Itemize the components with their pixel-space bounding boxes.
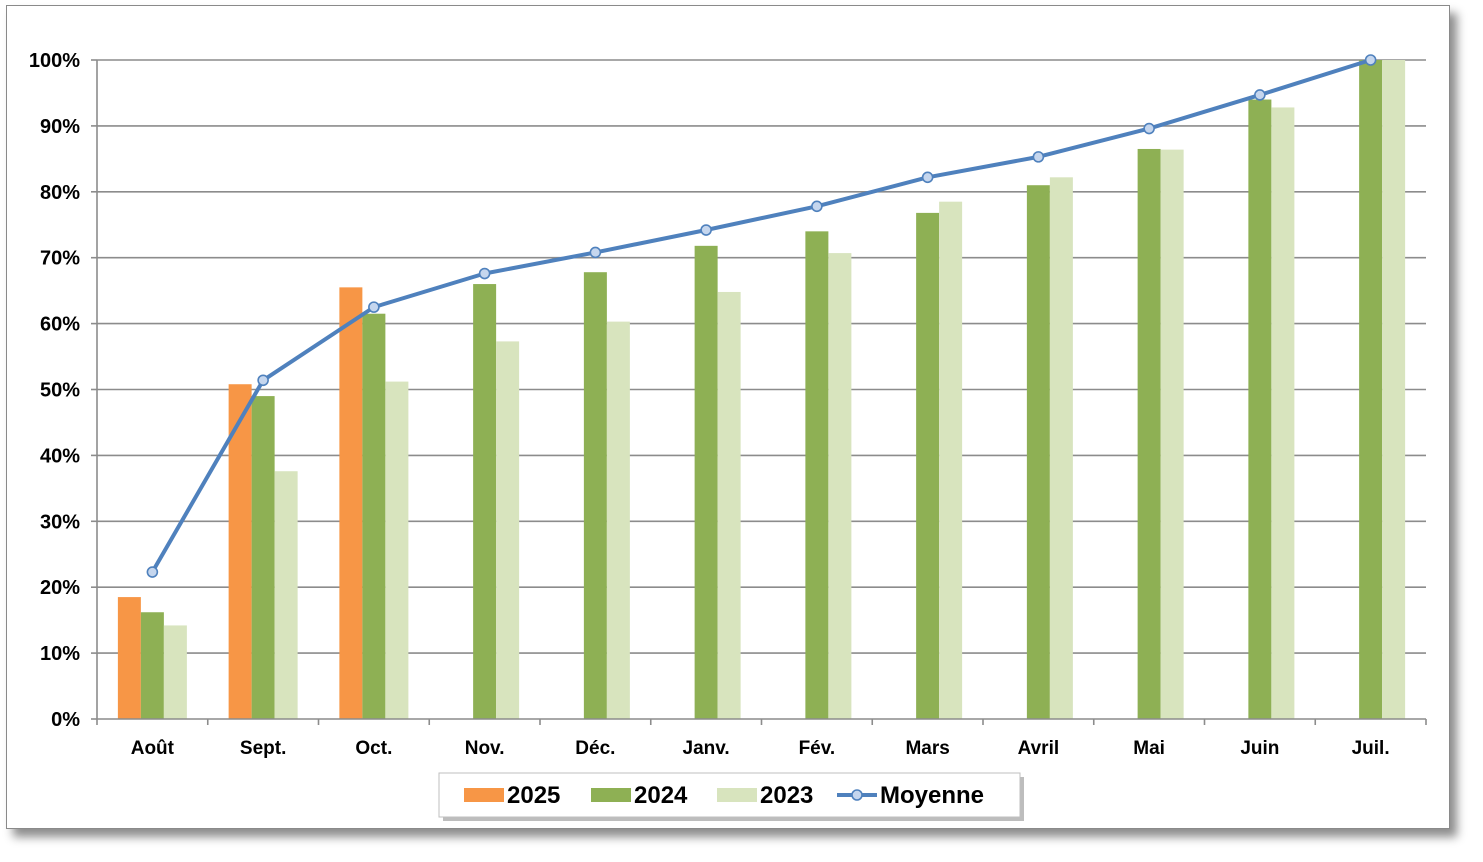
x-tick-label: Mars	[905, 738, 949, 759]
point-moyenne	[811, 200, 823, 213]
bar-2024-fev	[805, 231, 829, 719]
x-tick-label: Nov.	[465, 738, 505, 759]
x-tick-labels: Août Sept. Oct. Nov. Déc. Janv. Fév. Mars Avril M…	[131, 738, 1390, 759]
x-tick-label: Janv.	[683, 738, 730, 759]
chart-svg: 0% 10% 20% 30% 40% 50% 60% 70% 80% 90% 100% Août Se…	[29, 50, 1427, 821]
legend: 2025 2024 2023 Moyenne	[438, 772, 1024, 821]
y-tick-label: 40%	[40, 445, 80, 467]
y-tick-label: 90%	[40, 116, 80, 138]
point-moyenne	[921, 171, 934, 184]
y-tick-labels: 0% 10% 20% 30% 40% 50% 60% 70% 80% 90% 100%	[29, 50, 80, 731]
y-tick-label: 30%	[40, 511, 80, 533]
legend-label-2024: 2024	[634, 782, 688, 809]
chart-frame: 0% 10% 20% 30% 40% 50% 60% 70% 80% 90% 100% Août Se…	[6, 5, 1450, 829]
bar-2023-mai	[1160, 149, 1184, 719]
y-tick-label: 0%	[51, 709, 80, 731]
legend-swatch-2023	[717, 788, 757, 802]
y-tick-label: 20%	[40, 577, 80, 599]
legend-swatch-2024	[591, 788, 631, 802]
bar-2023-juin	[1271, 107, 1295, 719]
x-tick-label: Juil.	[1352, 738, 1390, 759]
line-moyenne	[150, 58, 1373, 575]
x-tick-label: Juin	[1240, 738, 1279, 759]
x-tick-label: Fév.	[799, 738, 836, 759]
bar-2023-sept	[274, 471, 298, 719]
legend-label-2025: 2025	[507, 782, 560, 809]
point-moyenne	[1364, 54, 1377, 66]
point-moyenne	[1143, 122, 1155, 135]
bars	[117, 60, 1406, 720]
point-moyenne	[1032, 151, 1045, 163]
y-tick-label: 50%	[40, 380, 80, 402]
bar-2024-mars	[916, 212, 940, 719]
bar-2023-oct	[385, 381, 409, 719]
y-tick-label: 10%	[40, 643, 80, 665]
bar-2023-mars	[939, 201, 963, 719]
point-moyenne	[368, 301, 380, 313]
point-moyenne	[146, 566, 159, 578]
bar-2023-juil	[1382, 60, 1406, 719]
point-moyenne	[589, 246, 602, 259]
point-moyenne	[257, 374, 269, 387]
legend-box	[438, 772, 1021, 818]
axes	[91, 59, 1427, 725]
x-tick-label: Sept.	[240, 738, 286, 759]
bar-2023-avril	[1049, 177, 1073, 719]
bar-2025-oct	[339, 287, 363, 719]
bar-2023-nov	[496, 341, 520, 719]
bar-2024-mai	[1137, 148, 1161, 720]
gridlines	[97, 59, 1426, 654]
bar-2023-dec	[606, 321, 630, 719]
bar-2024-aout	[140, 612, 164, 719]
bar-2024-juil	[1359, 60, 1383, 719]
y-tick-label: 60%	[40, 314, 80, 336]
legend-swatch-2025	[464, 788, 504, 802]
legend-label-moyenne: Moyenne	[880, 782, 984, 809]
x-tick-label: Oct.	[355, 738, 392, 759]
bar-2025-sept	[228, 384, 252, 719]
point-moyenne	[700, 224, 712, 236]
x-tick-label: Déc.	[575, 738, 615, 759]
bar-2023-janv	[717, 291, 741, 719]
bar-2024-juin	[1248, 99, 1272, 720]
x-tick-label: Mai	[1133, 738, 1165, 759]
point-moyenne	[1254, 89, 1266, 101]
average-line	[146, 54, 1377, 578]
bar-2024-dec	[583, 272, 607, 719]
x-tick-label: Août	[131, 738, 175, 759]
bar-2024-avril	[1026, 185, 1050, 719]
bar-2023-aout	[163, 625, 187, 719]
bar-2025-aout	[117, 597, 141, 719]
y-tick-label: 100%	[29, 50, 80, 72]
bar-2024-oct	[362, 313, 386, 719]
x-tick-label: Avril	[1018, 738, 1060, 759]
point-moyenne	[478, 267, 491, 280]
bar-2024-janv	[694, 245, 718, 719]
bar-2024-nov	[473, 284, 497, 719]
legend-label-2023: 2023	[760, 782, 813, 809]
y-tick-label: 70%	[40, 248, 80, 270]
bar-2023-fev	[828, 253, 852, 719]
y-tick-label: 80%	[40, 182, 80, 204]
legend-marker-moyenne	[851, 789, 863, 801]
bar-2024-sept	[251, 396, 275, 719]
